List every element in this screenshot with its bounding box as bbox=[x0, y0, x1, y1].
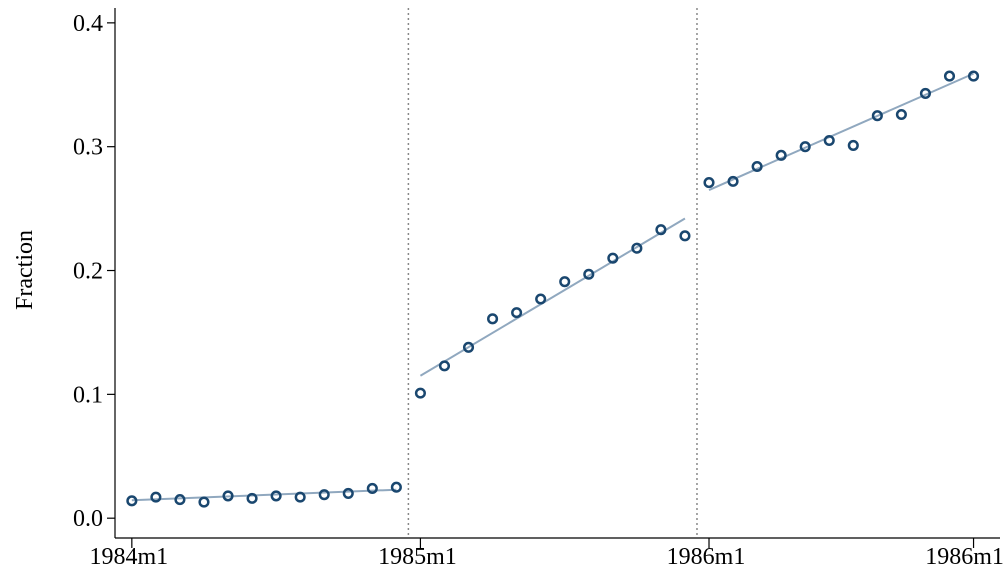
data-point bbox=[919, 87, 931, 99]
data-point bbox=[198, 496, 210, 508]
x-tick-label: 1986m12 bbox=[925, 544, 1003, 570]
x-tick-label: 1986m1 bbox=[667, 544, 746, 570]
data-point bbox=[511, 307, 523, 319]
data-point bbox=[438, 360, 451, 372]
data-point bbox=[390, 481, 402, 493]
data-point bbox=[174, 494, 186, 506]
data-point bbox=[679, 230, 691, 242]
data-point bbox=[895, 108, 907, 121]
data-point bbox=[150, 491, 162, 503]
y-tick-label: 0.0 bbox=[73, 506, 103, 532]
data-point bbox=[270, 490, 282, 502]
data-point bbox=[222, 490, 234, 502]
y-axis-label: Fraction bbox=[12, 230, 38, 310]
data-point bbox=[414, 387, 426, 399]
fit-line bbox=[419, 217, 686, 377]
data-point bbox=[366, 482, 378, 495]
x-tick-label: 1984m1 bbox=[89, 544, 168, 570]
data-point bbox=[847, 139, 859, 152]
data-point bbox=[294, 491, 306, 503]
y-tick-label: 0.4 bbox=[73, 11, 103, 37]
data-point bbox=[799, 141, 811, 153]
y-tick-label: 0.1 bbox=[73, 382, 103, 408]
data-point bbox=[318, 489, 330, 501]
data-point bbox=[655, 224, 667, 236]
data-point bbox=[871, 110, 883, 122]
y-tick-label: 0.3 bbox=[73, 135, 103, 161]
x-tick-label: 1985m1 bbox=[378, 544, 457, 570]
data-point bbox=[126, 495, 138, 507]
fit-line bbox=[131, 488, 397, 502]
data-point bbox=[967, 70, 980, 82]
data-point bbox=[246, 492, 258, 504]
data-point bbox=[943, 70, 956, 82]
data-point bbox=[559, 276, 571, 288]
data-point bbox=[342, 487, 354, 499]
data-point bbox=[703, 177, 715, 189]
fit-line bbox=[708, 72, 974, 191]
data-point bbox=[775, 149, 787, 161]
data-point bbox=[487, 313, 499, 325]
data-point bbox=[727, 175, 739, 187]
data-point bbox=[751, 160, 763, 173]
y-tick-label: 0.2 bbox=[73, 259, 103, 285]
data-point bbox=[462, 341, 475, 353]
data-point bbox=[823, 134, 835, 147]
data-point bbox=[631, 242, 643, 254]
data-point bbox=[607, 252, 619, 264]
data-point bbox=[583, 268, 595, 280]
data-point bbox=[535, 293, 547, 305]
